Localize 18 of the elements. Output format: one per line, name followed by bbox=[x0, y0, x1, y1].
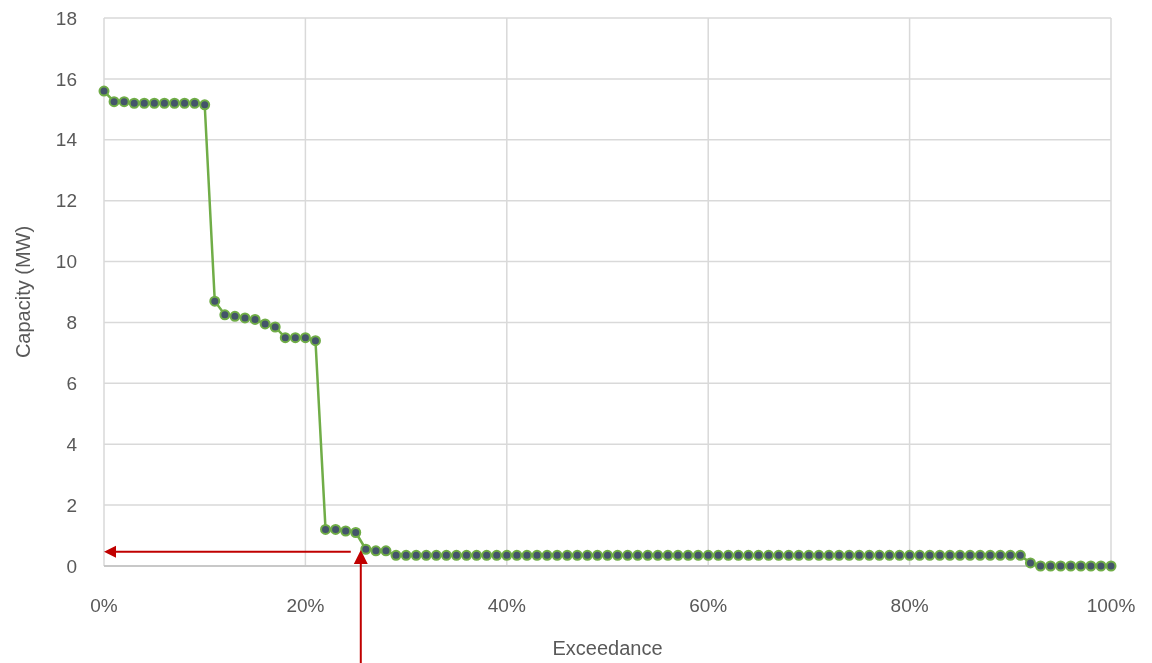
y-tick-label: 4 bbox=[66, 433, 78, 455]
y-tick-label: 12 bbox=[55, 190, 77, 212]
x-axis-title: Exceedance bbox=[552, 637, 663, 659]
y-tick-label: 6 bbox=[66, 372, 77, 394]
x-tick-label: 80% bbox=[890, 595, 929, 616]
y-tick-label: 8 bbox=[66, 312, 77, 334]
x-tick-label: 20% bbox=[286, 595, 325, 616]
x-tick-label: 100% bbox=[1086, 595, 1136, 616]
x-tick-label: 0% bbox=[90, 595, 118, 616]
y-axis-title: Capacity (MW) bbox=[12, 225, 34, 359]
y-tick-label: 0 bbox=[66, 555, 77, 577]
y-tick-label: 16 bbox=[55, 68, 77, 90]
x-tick-label: 60% bbox=[689, 595, 728, 616]
y-tick-label: 18 bbox=[55, 7, 77, 29]
y-tick-label: 14 bbox=[55, 129, 78, 151]
y-tick-label: 10 bbox=[55, 251, 77, 273]
y-tick-label: 2 bbox=[66, 494, 77, 516]
x-tick-label: 40% bbox=[487, 595, 526, 616]
